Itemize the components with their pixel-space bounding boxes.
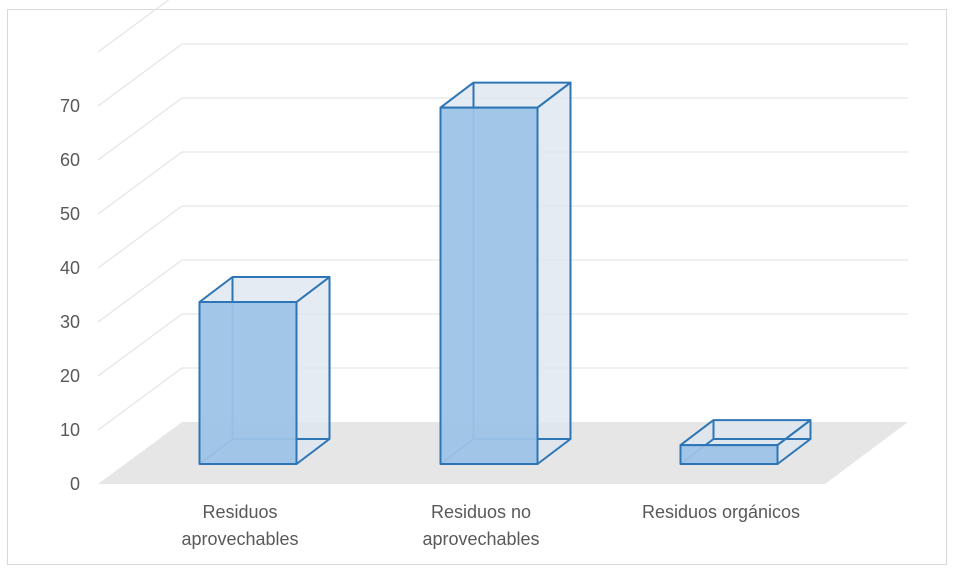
x-category-label-line: aprovechables: [181, 529, 298, 549]
y-tick-label: 20: [60, 366, 80, 386]
gridline-side: [97, 313, 183, 377]
x-category-label: Residuos orgánicos: [642, 502, 800, 522]
bar-front-face: [679, 444, 779, 466]
gridline-side: [97, 97, 183, 161]
gridline-side: [97, 43, 183, 107]
bar-2: [439, 81, 572, 465]
x-category-label-line: Residuos orgánicos: [642, 502, 800, 522]
x-category-label: Residuos no aprovechables: [422, 502, 539, 549]
bar-side-face: [295, 276, 331, 465]
y-axis-ticks: 0 10 20 30 40 50 60 70: [60, 96, 80, 494]
bar-front-face: [198, 301, 298, 465]
bars-layer: [198, 81, 812, 466]
y-tick-label: 70: [60, 96, 80, 116]
y-tick-label: 50: [60, 204, 80, 224]
y-tick-label: 40: [60, 258, 80, 278]
gridline-side: [97, 205, 183, 269]
bar-side-face: [536, 81, 572, 465]
x-axis-labels: Residuos aprovechables Residuos no aprovech…: [181, 502, 800, 549]
y-tick-label: 10: [60, 420, 80, 440]
bar-3: [679, 419, 812, 466]
gridline-side: [97, 0, 170, 53]
x-category-label-line: Residuos: [202, 502, 277, 522]
bar-1: [198, 276, 331, 465]
gridline-side: [97, 259, 183, 323]
gridline-side: [97, 151, 183, 215]
y-tick-label: 60: [60, 150, 80, 170]
x-category-label-line: Residuos no: [431, 502, 531, 522]
y-tick-label: 30: [60, 312, 80, 332]
y-tick-label: 0: [70, 474, 80, 494]
bar-front-face: [439, 106, 539, 465]
x-category-label-line: aprovechables: [422, 529, 539, 549]
gridline-side: [97, 367, 183, 431]
x-category-label: Residuos aprovechables: [181, 502, 298, 549]
